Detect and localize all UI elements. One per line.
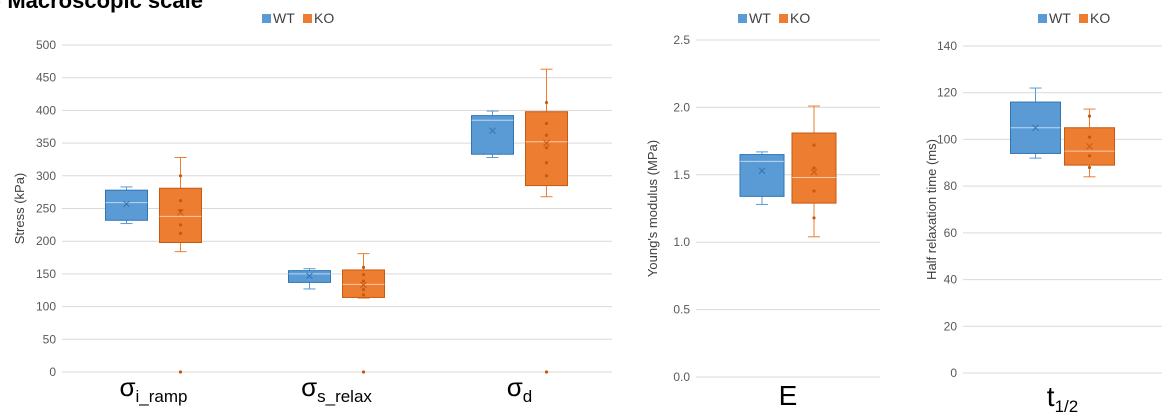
data-point-ko	[178, 231, 183, 235]
legend-swatch-wt	[262, 14, 271, 23]
y-tick-label: 1.5	[673, 168, 690, 182]
mean-marker-wt	[123, 200, 130, 208]
data-point-ko	[1087, 154, 1092, 158]
legend-label-ko: KO	[314, 10, 334, 26]
y-tick-label: 2.0	[673, 100, 690, 114]
data-point-ko	[812, 216, 816, 220]
chart-panel-3: 0 20 40 60 80 100 120 140 Half relaxation time (…	[924, 10, 1162, 416]
category-label: E	[779, 380, 798, 411]
data-point-ko	[544, 146, 549, 150]
y-tick-label: 50	[43, 332, 57, 346]
y-tick-label: 400	[36, 103, 56, 117]
y-tick-label: 250	[36, 202, 56, 216]
data-point-ko	[1087, 135, 1092, 139]
y-tick-label: 0.0	[673, 370, 690, 384]
data-point-ko	[361, 293, 366, 297]
legend-label-ko: KO	[1090, 10, 1110, 26]
category-label: σd	[507, 372, 533, 406]
legend-label-wt: WT	[1049, 10, 1071, 26]
data-point-ko	[361, 370, 366, 374]
box-wt	[105, 189, 148, 221]
data-point-ko	[544, 121, 549, 126]
data-point-ko	[812, 166, 816, 170]
data-point-ko	[544, 133, 549, 137]
legend-swatch-ko	[779, 14, 788, 23]
y-tick-label: 20	[944, 319, 958, 333]
chart-panel-1: 0 50 100 150 200 250 300 350 400 450 500 Stress (kP…	[12, 10, 612, 406]
mean-marker-wt	[758, 167, 766, 175]
data-point-ko	[361, 272, 366, 277]
y-tick-label: 80	[944, 179, 958, 193]
y-tick-label: 0	[950, 366, 957, 380]
y-tick-label: 200	[36, 234, 56, 248]
data-point-ko	[544, 100, 549, 105]
data-point-ko	[178, 370, 183, 374]
mean-marker-wt	[489, 127, 496, 135]
category-label: t1/2	[1047, 381, 1078, 416]
mean-marker-ko	[543, 139, 550, 147]
legend-label-wt: WT	[749, 10, 771, 26]
y-tick-label: 100	[36, 300, 56, 314]
y-tick-label: 60	[944, 226, 958, 240]
data-point-ko	[1087, 114, 1092, 118]
y-tick-label: 120	[937, 86, 957, 100]
y-tick-label: 0	[49, 365, 56, 379]
data-point-ko	[544, 370, 549, 374]
data-point-ko	[178, 223, 183, 227]
data-point-ko	[812, 189, 816, 193]
data-point-ko	[544, 174, 549, 178]
y-tick-label: 1.0	[673, 235, 690, 249]
y-tick-label: 300	[36, 169, 56, 183]
mean-marker-ko	[177, 209, 184, 216]
data-point-ko	[361, 279, 366, 283]
data-point-ko	[361, 287, 366, 292]
y-tick-label: 450	[36, 71, 56, 85]
y-tick-label: 350	[36, 136, 56, 150]
chart-panel-2: 0.0 0.5 1.0 1.5 2.0 2.5 Young's modulus (MPa) W…	[645, 10, 880, 411]
y-tick-label: 100	[937, 132, 957, 146]
data-point-ko	[812, 143, 816, 147]
data-point-ko	[1087, 165, 1092, 170]
y-tick-label: 0.5	[673, 303, 690, 317]
category-label: σi_ramp	[119, 372, 187, 406]
y-tick-label: 2.5	[673, 33, 690, 47]
y-tick-label: 150	[36, 267, 56, 281]
y-axis-label: Young's modulus (MPa)	[645, 140, 660, 277]
mean-marker-ko	[810, 168, 818, 176]
y-axis-label: Stress (kPa)	[12, 173, 27, 245]
figure-header: A) Macroscopic scale	[0, 0, 203, 13]
y-axis-label: Half relaxation time (ms)	[924, 139, 939, 280]
y-tick-label: 40	[944, 273, 958, 287]
data-point-ko	[178, 199, 183, 203]
legend-swatch-wt	[738, 14, 747, 23]
mean-marker-wt	[1032, 124, 1039, 132]
y-tick-label: 140	[937, 39, 957, 53]
mean-marker-wt	[306, 272, 313, 280]
data-point-ko	[361, 265, 366, 269]
box-wt	[471, 115, 514, 155]
category-label: σs_relax	[301, 372, 372, 406]
data-point-ko	[544, 161, 549, 165]
data-point-ko	[178, 174, 183, 178]
data-point-ko	[178, 208, 183, 213]
mean-marker-ko	[360, 281, 367, 289]
legend-label-ko: KO	[790, 10, 810, 26]
y-tick-label: 500	[36, 38, 56, 52]
legend-swatch-wt	[1038, 14, 1047, 23]
mean-marker-ko	[1086, 143, 1093, 150]
legend-swatch-ko	[1079, 14, 1088, 23]
legend-swatch-ko	[303, 14, 312, 23]
legend-label-wt: WT	[273, 10, 295, 26]
